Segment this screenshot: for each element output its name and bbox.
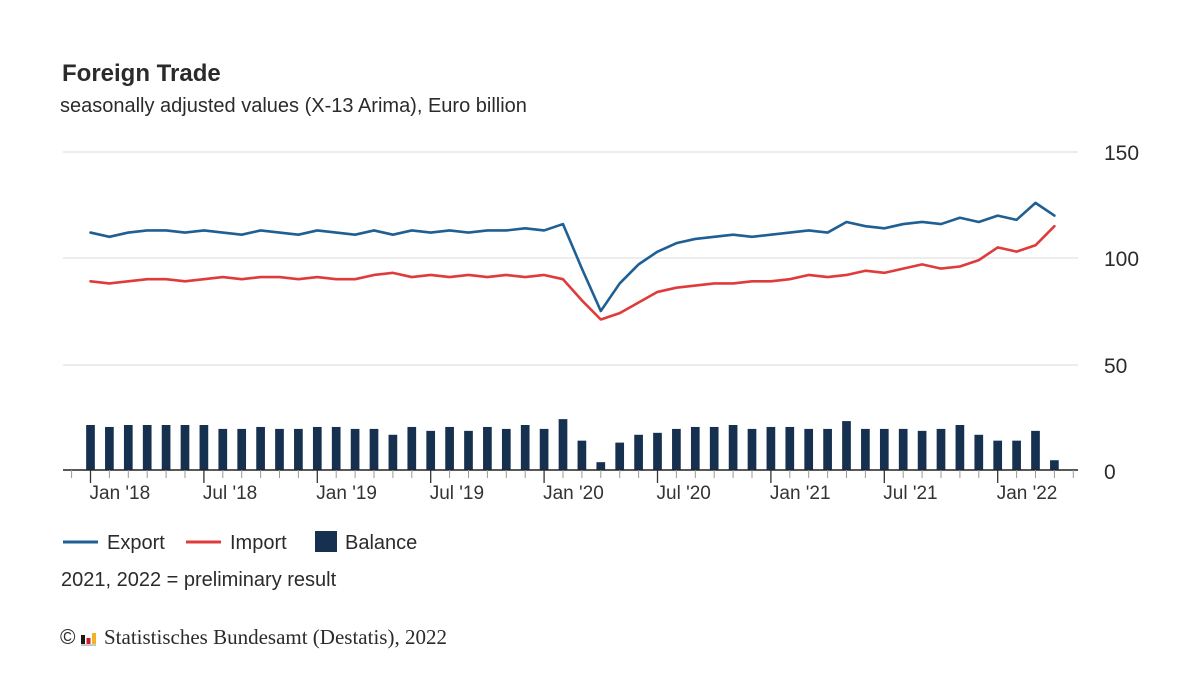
svg-text:50: 50	[1104, 355, 1127, 378]
svg-text:Import: Import	[230, 532, 287, 554]
svg-text:0: 0	[1104, 461, 1116, 484]
svg-text:Jul '19: Jul '19	[430, 483, 484, 504]
svg-text:Jan '19: Jan '19	[316, 483, 377, 504]
svg-text:Jul '20: Jul '20	[657, 483, 711, 504]
svg-text:Jul '18: Jul '18	[203, 483, 257, 504]
svg-text:Jan '22: Jan '22	[997, 483, 1058, 504]
svg-text:Jan '21: Jan '21	[770, 483, 831, 504]
svg-text:Jul '21: Jul '21	[883, 483, 937, 504]
svg-text:Balance: Balance	[345, 532, 417, 554]
svg-text:Jan '18: Jan '18	[90, 483, 151, 504]
svg-text:Export: Export	[107, 532, 165, 554]
svg-text:Jan '20: Jan '20	[543, 483, 604, 504]
svg-text:150: 150	[1104, 142, 1139, 165]
svg-text:100: 100	[1104, 248, 1139, 271]
